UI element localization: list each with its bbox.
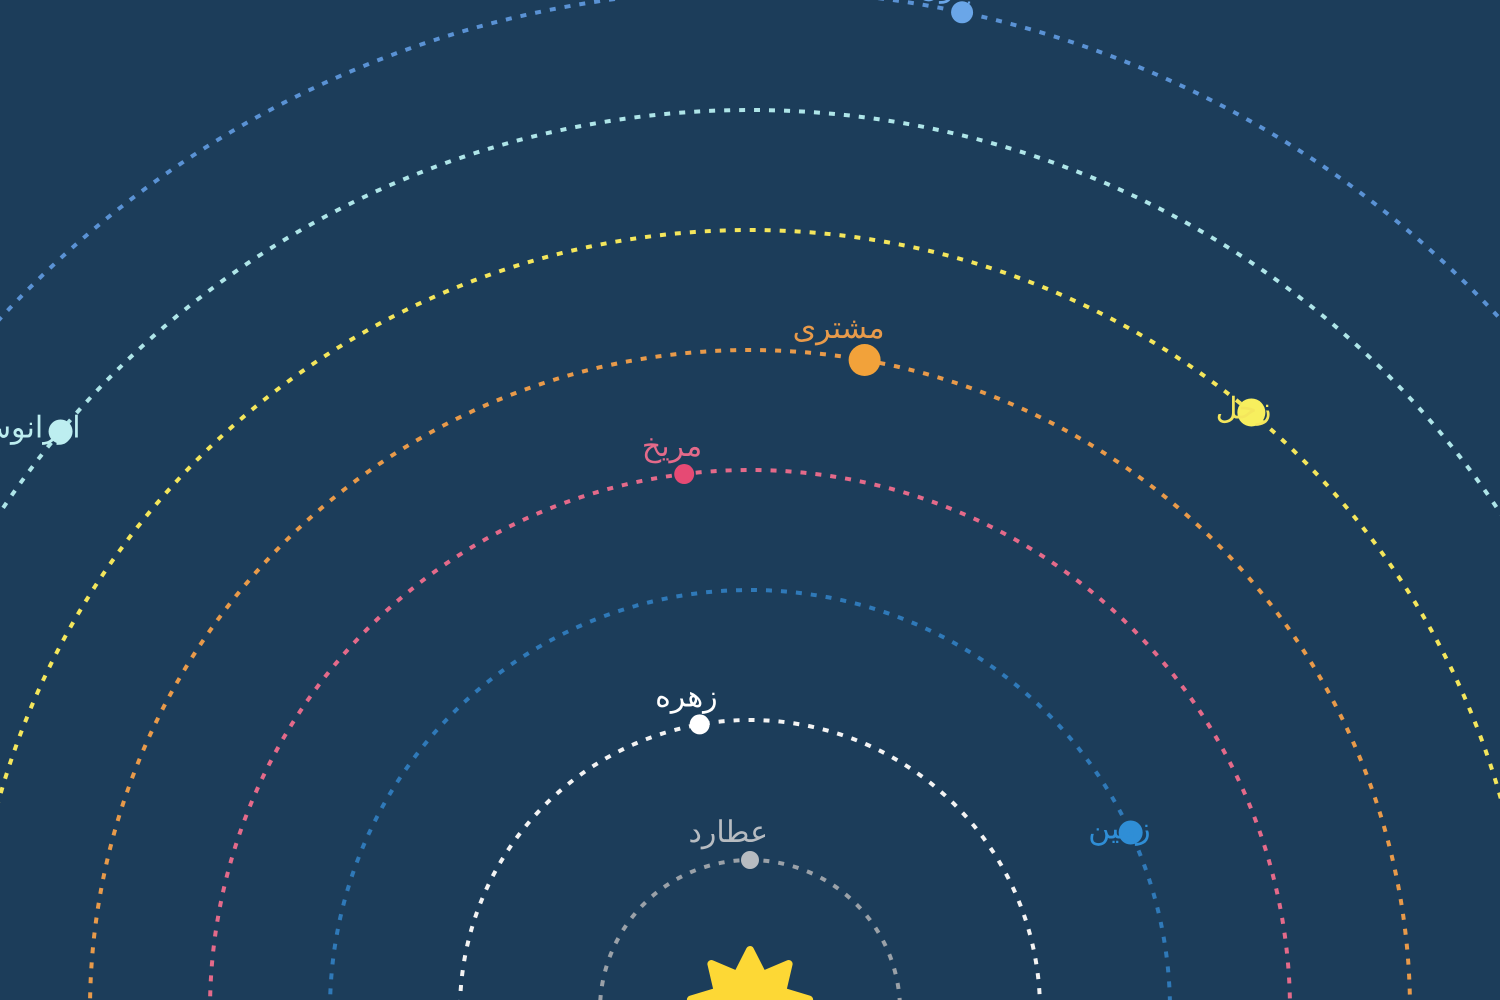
planet-neptune [951, 1, 973, 23]
label-saturn: زحل [1216, 392, 1272, 426]
label-uranus: اورانوس [0, 411, 81, 445]
label-jupiter: مشتری [793, 312, 885, 346]
planet-mars [674, 464, 694, 484]
planet-jupiter [849, 344, 881, 376]
background [0, 0, 1500, 1000]
label-mercury: عطارد [689, 816, 769, 850]
planet-venus [690, 714, 710, 734]
label-venus: زهره [655, 680, 718, 714]
planet-mercury [741, 851, 759, 869]
label-mars: مریخ [642, 430, 702, 464]
label-earth: زمین [1088, 813, 1150, 847]
solar-system-diagram: خورشیدعطاردزهرهزمینمریخمشتریزحلاورانوسنپ… [0, 0, 1500, 1000]
